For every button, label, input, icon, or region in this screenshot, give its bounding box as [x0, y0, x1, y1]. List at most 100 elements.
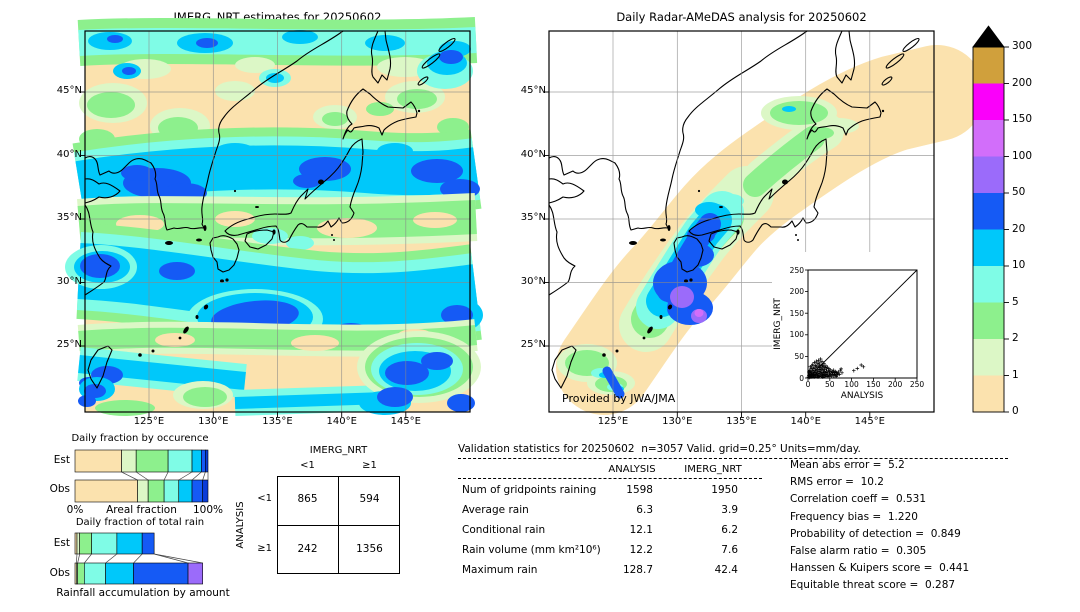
totalrain-chart-title: Daily fraction of total rain [75, 517, 205, 528]
inset-x-tick-label: 150 [866, 380, 881, 389]
right-map-x-tick-label: 135°E [726, 416, 757, 427]
validation-row: Rain volume (mm km²10⁶) 12.2 7.6 [458, 544, 758, 564]
inset-y-tick-label: 150 [789, 308, 804, 318]
inset-x-tick-label: 250 [909, 380, 925, 389]
validation-imerg-value: 1950 [711, 484, 738, 496]
colorbar-tick-label: 150 [1012, 113, 1033, 125]
right-map-title: Daily Radar-AMeDAS analysis for 20250602 [616, 10, 867, 24]
validation-imerg-value: 6.2 [721, 524, 738, 536]
validation-imerg-value: 7.6 [721, 544, 738, 556]
right-map-y-tick-label: 40°N [520, 148, 546, 160]
inset-x-tick-label: 100 [844, 380, 859, 389]
right-map-y-tick-label: 30°N [520, 275, 546, 287]
left-map-y-tick-label: 35°N [56, 212, 82, 223]
metric-line: Correlation coeff = 0.531 [790, 493, 926, 506]
map-credit: Provided by JWA/JMA [562, 392, 676, 405]
left-map-x-tick-label: 125°E [133, 416, 165, 427]
validation-title: Validation statistics for 20250602 n=305… [458, 443, 861, 455]
inset-y-tick-label: 0 [799, 373, 804, 383]
inset-y-tick-label: 200 [789, 287, 804, 297]
validation-row-label: Rain volume (mm km²10⁶) [462, 544, 601, 556]
metrics-list: Mean abs error = 5.2 RMS error = 10.2 Corr… [790, 459, 1070, 597]
colorbar-tick-label: 50 [1012, 186, 1026, 198]
inset-x-tick-label: 50 [825, 380, 835, 389]
validation-imerg-value: 3.9 [721, 504, 738, 516]
contingency-row-label-lt1: <1 [257, 493, 272, 504]
inset-x-tick-label: 0 [805, 380, 811, 389]
left-map-y-tick-label: 45°N [56, 85, 82, 96]
colorbar-tick-label: 5 [1012, 295, 1019, 308]
colorbar-tick-label: 1 [1012, 368, 1019, 381]
contingency-cell-11: 1356 [356, 543, 383, 555]
radar-map [544, 30, 985, 417]
validation-row: Average rain 6.3 3.9 [458, 504, 758, 524]
colorbar-tick-label: 200 [1012, 76, 1033, 89]
contingency-cell-10: 242 [297, 543, 318, 555]
metric-line: Mean abs error = 5.2 [790, 459, 905, 471]
validation-col-imerg: IMERG_NRT [684, 464, 742, 475]
contingency-cell-00: 865 [297, 493, 318, 505]
inset-y-axis-label: IMERG_NRT [773, 298, 783, 350]
contingency-col-label-ge1: ≥1 [362, 460, 377, 471]
metric-line: Frequency bias = 1.220 [790, 510, 918, 523]
imerg-map [65, 17, 483, 417]
occurrence-axis-label: Areal fraction [106, 504, 177, 516]
metric-line: RMS error = 10.2 [790, 476, 884, 489]
fraction-bars [74, 449, 209, 585]
validation-analysis-value: 12.1 [629, 524, 653, 536]
colorbar-tick-label: 0 [1012, 405, 1019, 417]
contingency-table-box [277, 476, 400, 574]
inset-y-tick-label: 250 [789, 265, 804, 275]
validation-analysis-value: 12.2 [629, 544, 653, 556]
validation-row: Conditional rain 12.1 6.2 [458, 524, 758, 544]
validation-row-label: Conditional rain [462, 524, 546, 536]
right-map-y-tick-label: 45°N [520, 85, 546, 96]
inset-y-tick-label: 50 [794, 351, 804, 361]
validation-row-label: Maximum rain [462, 564, 538, 576]
left-map-y-tick-label: 25°N [56, 339, 82, 350]
left-map-x-tick-label: 145°E [390, 416, 421, 427]
validation-row: Num of gridpoints raining 1598 1950 [458, 484, 758, 504]
validation-analysis-value: 128.7 [622, 564, 653, 576]
validation-imerg-value: 42.4 [714, 564, 738, 576]
occurrence-chart-title: Daily fraction by occurence [71, 433, 209, 444]
contingency-divider-h [278, 525, 399, 526]
contingency-col-group: IMERG_NRT [309, 445, 368, 456]
right-map-x-tick-label: 145°E [854, 416, 885, 427]
left-map-x-tick-label: 140°E [326, 416, 357, 427]
imerg-precip-field [65, 17, 483, 416]
metric-line: Probability of detection = 0.849 [790, 527, 961, 540]
contingency-row-label-ge1: ≥1 [257, 543, 272, 554]
inset-scatter-plot [805, 269, 918, 381]
occurrence-est-label: Est [53, 454, 70, 466]
contingency-cell-01: 594 [359, 493, 380, 505]
right-map-y-tick-label: 25°N [520, 339, 546, 350]
colorbar-tick-label: 2 [1012, 332, 1019, 344]
inset-x-tick-label: 200 [888, 380, 903, 389]
totalrain-est-label: Est [53, 537, 70, 549]
right-map-x-tick-label: 130°E [662, 416, 693, 427]
metric-line: False alarm ratio = 0.305 [790, 544, 927, 557]
colorbar-tick-label: 100 [1012, 149, 1033, 162]
contingency-col-label-lt1: <1 [300, 460, 315, 471]
left-map-y-tick-label: 30°N [56, 275, 82, 287]
metric-line: Hanssen & Kuipers score = 0.441 [790, 562, 970, 575]
validation-row: Maximum rain 128.7 42.4 [458, 564, 758, 584]
grid-lines [85, 31, 470, 412]
colorbar [972, 25, 1009, 413]
colorbar-tick-label: 300 [1012, 40, 1033, 52]
occurrence-obs-label: Obs [49, 483, 70, 495]
occurrence-axis-100: 100% [192, 504, 224, 516]
validation-rows: Num of gridpoints raining 1598 1950 Average… [458, 484, 758, 584]
left-map-y-tick-label: 40°N [56, 148, 82, 160]
occurrence-axis-0: 0% [66, 504, 84, 516]
colorbar-tick-label: 20 [1012, 222, 1026, 235]
validation-row-label: Average rain [462, 504, 529, 516]
inset-x-axis-label: ANALYSIS [840, 391, 884, 401]
left-map-x-tick-label: 135°E [262, 416, 293, 427]
metric-line: Equitable threat score = 0.287 [790, 579, 956, 592]
totalrain-axis-label: Rainfall accumulation by amount [56, 587, 230, 599]
validation-analysis-value: 6.3 [636, 504, 653, 516]
dashed-rule-header [458, 478, 762, 479]
